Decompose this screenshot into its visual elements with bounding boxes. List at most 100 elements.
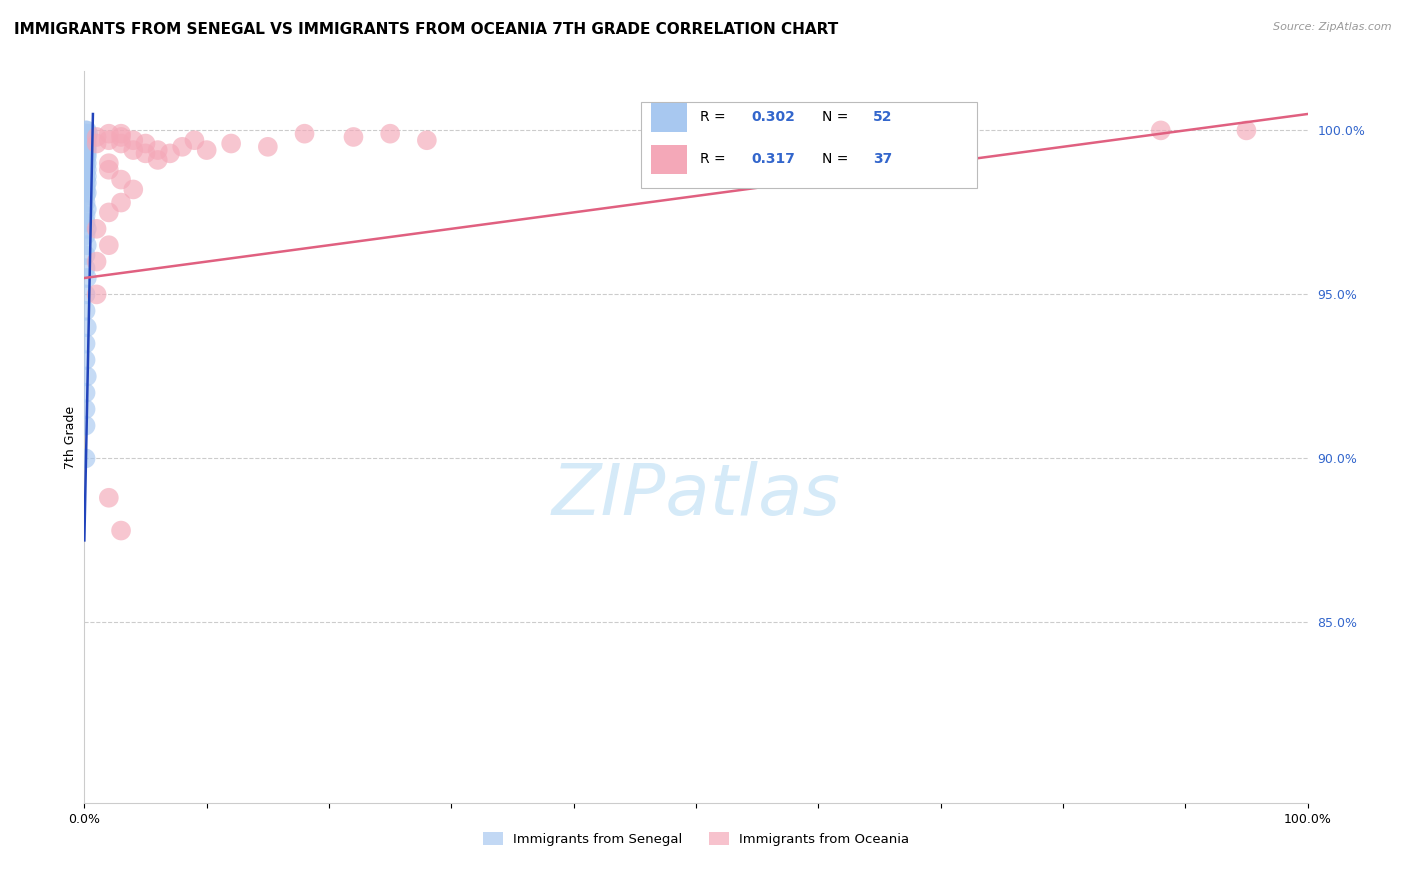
Point bbox=[76, 238, 98, 252]
Point bbox=[76, 150, 98, 164]
Point bbox=[75, 303, 97, 318]
FancyBboxPatch shape bbox=[641, 102, 977, 188]
Point bbox=[219, 136, 242, 151]
Text: R =: R = bbox=[700, 153, 734, 166]
Point bbox=[75, 402, 97, 417]
Point bbox=[97, 205, 120, 219]
Point bbox=[86, 254, 108, 268]
Text: IMMIGRANTS FROM SENEGAL VS IMMIGRANTS FROM OCEANIA 7TH GRADE CORRELATION CHART: IMMIGRANTS FROM SENEGAL VS IMMIGRANTS FR… bbox=[14, 22, 838, 37]
Text: Source: ZipAtlas.com: Source: ZipAtlas.com bbox=[1274, 22, 1392, 32]
Point bbox=[380, 127, 402, 141]
Point bbox=[97, 238, 120, 252]
Point bbox=[76, 186, 98, 200]
Point bbox=[135, 136, 157, 151]
Point bbox=[76, 140, 98, 154]
Point bbox=[75, 166, 97, 180]
Point bbox=[75, 127, 97, 141]
Point bbox=[146, 143, 169, 157]
Point bbox=[110, 130, 132, 145]
Point bbox=[75, 287, 97, 301]
Point bbox=[75, 146, 97, 161]
Point bbox=[75, 336, 97, 351]
Point bbox=[110, 524, 132, 538]
Point bbox=[75, 130, 97, 145]
Point bbox=[110, 127, 132, 141]
Point bbox=[76, 156, 98, 170]
Bar bbox=[651, 103, 688, 132]
Point bbox=[97, 491, 120, 505]
Point bbox=[75, 133, 97, 147]
Point bbox=[75, 451, 97, 466]
Point bbox=[76, 222, 98, 236]
Point bbox=[75, 150, 97, 164]
Point bbox=[75, 182, 97, 196]
Point bbox=[97, 162, 120, 177]
Point bbox=[75, 189, 97, 203]
Point bbox=[76, 162, 98, 177]
Text: 37: 37 bbox=[873, 153, 893, 166]
Point bbox=[77, 127, 100, 141]
Point bbox=[75, 195, 97, 210]
Point bbox=[76, 169, 98, 184]
Point bbox=[75, 215, 97, 229]
Point bbox=[75, 160, 97, 174]
Point bbox=[97, 127, 120, 141]
Point bbox=[135, 146, 157, 161]
Point bbox=[159, 146, 181, 161]
Point bbox=[294, 127, 316, 141]
Point bbox=[75, 209, 97, 223]
Point bbox=[86, 130, 108, 145]
Point bbox=[122, 182, 145, 196]
Point bbox=[122, 143, 145, 157]
Point bbox=[75, 172, 97, 186]
Point bbox=[76, 123, 98, 137]
Text: 52: 52 bbox=[873, 111, 893, 125]
Point bbox=[75, 123, 97, 137]
Point bbox=[86, 136, 108, 151]
Point bbox=[172, 140, 194, 154]
Point bbox=[76, 130, 98, 145]
Point bbox=[183, 133, 205, 147]
Point bbox=[75, 228, 97, 243]
Point bbox=[76, 271, 98, 285]
Point bbox=[76, 143, 98, 157]
Point bbox=[75, 179, 97, 194]
Point bbox=[76, 202, 98, 216]
Text: 0.302: 0.302 bbox=[751, 111, 794, 125]
Point bbox=[75, 136, 97, 151]
Point bbox=[76, 133, 98, 147]
Point bbox=[110, 172, 132, 186]
Point bbox=[97, 133, 120, 147]
Text: R =: R = bbox=[700, 111, 730, 125]
Point bbox=[75, 385, 97, 400]
Y-axis label: 7th Grade: 7th Grade bbox=[65, 406, 77, 468]
Point bbox=[76, 136, 98, 151]
Point bbox=[75, 418, 97, 433]
Point bbox=[146, 153, 169, 167]
Point bbox=[110, 195, 132, 210]
Text: ZIPatlas: ZIPatlas bbox=[551, 461, 841, 530]
Point bbox=[342, 130, 364, 145]
Point bbox=[75, 153, 97, 167]
Point bbox=[122, 133, 145, 147]
Point bbox=[1150, 123, 1173, 137]
Point bbox=[86, 287, 108, 301]
Point bbox=[76, 146, 98, 161]
Point bbox=[97, 156, 120, 170]
Point bbox=[86, 222, 108, 236]
Point bbox=[110, 136, 132, 151]
Text: N =: N = bbox=[823, 153, 852, 166]
Point bbox=[75, 261, 97, 276]
Text: 0.317: 0.317 bbox=[751, 153, 794, 166]
Point bbox=[75, 127, 97, 141]
Point bbox=[76, 176, 98, 190]
Point bbox=[76, 369, 98, 384]
Point bbox=[416, 133, 439, 147]
Point bbox=[257, 140, 280, 154]
Point bbox=[1236, 123, 1258, 137]
Point bbox=[75, 156, 97, 170]
Bar bbox=[651, 145, 688, 174]
Point bbox=[195, 143, 218, 157]
Point bbox=[75, 140, 97, 154]
Point bbox=[75, 143, 97, 157]
